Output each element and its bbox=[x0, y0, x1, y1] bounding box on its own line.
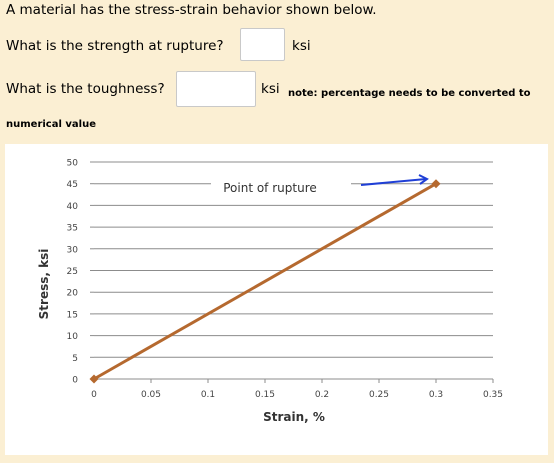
conversion-note-continued: numerical value bbox=[6, 119, 96, 130]
y-axis-label: Stress, ksi bbox=[37, 249, 51, 320]
data-point-marker bbox=[89, 374, 99, 384]
x-tick-label: 0.35 bbox=[483, 390, 503, 400]
y-tick-label: 50 bbox=[67, 159, 79, 169]
stress-strain-chart: 0 5 10 15 20 25 30 35 40 45 50 0 0.05 0.1 0.15 0.2 0.25… bbox=[5, 144, 548, 455]
toughness-input[interactable] bbox=[176, 71, 256, 107]
conversion-note: note: percentage needs to be converted t… bbox=[288, 88, 531, 99]
rupture-arrow-head bbox=[418, 174, 429, 185]
x-tick-label: 0.1 bbox=[201, 390, 215, 400]
x-tick-label: 0 bbox=[91, 390, 97, 400]
y-tick-label: 25 bbox=[67, 267, 78, 277]
x-tick-label: 0.25 bbox=[369, 390, 389, 400]
x-tick-label: 0.3 bbox=[429, 390, 443, 400]
x-tick-label: 0.15 bbox=[255, 390, 275, 400]
y-tick-label: 15 bbox=[67, 310, 78, 320]
question-intro: A material has the stress-strain behavio… bbox=[6, 2, 377, 18]
y-tick-label: 45 bbox=[67, 180, 78, 190]
y-tick-label: 35 bbox=[67, 224, 78, 234]
y-tick-label: 20 bbox=[67, 289, 79, 299]
y-tick-label: 10 bbox=[67, 332, 79, 342]
annotation-point-of-rupture: Point of rupture bbox=[223, 181, 317, 195]
x-tick-labels: 0 0.05 0.1 0.15 0.2 0.25 0.3 0.35 bbox=[91, 390, 503, 400]
chart-svg: 0 5 10 15 20 25 30 35 40 45 50 0 0.05 0.1 0.15 0.2 0.25… bbox=[37, 159, 503, 425]
x-tick-label: 0.2 bbox=[315, 390, 329, 400]
annotation-background bbox=[211, 174, 351, 204]
x-axis-label: Strain, % bbox=[263, 410, 325, 424]
y-tick-label: 5 bbox=[72, 354, 78, 364]
y-tick-labels: 0 5 10 15 20 25 30 35 40 45 50 bbox=[67, 159, 79, 386]
rupture-arrow bbox=[360, 174, 429, 186]
data-point-marker bbox=[431, 179, 441, 189]
series-line bbox=[93, 182, 437, 381]
y-tick-label: 40 bbox=[67, 202, 79, 212]
x-tick-label: 0.05 bbox=[141, 390, 161, 400]
y-tick-label: 30 bbox=[67, 245, 79, 255]
y-tick-label: 0 bbox=[72, 376, 78, 386]
rupture-arrow-shaft bbox=[360, 178, 427, 186]
series-layer bbox=[89, 179, 441, 384]
strength-unit: ksi bbox=[292, 38, 311, 54]
strength-prompt: What is the strength at rupture? bbox=[6, 38, 224, 54]
strength-input[interactable] bbox=[240, 28, 285, 61]
toughness-unit: ksi bbox=[261, 81, 280, 97]
toughness-prompt: What is the toughness? bbox=[6, 81, 165, 97]
